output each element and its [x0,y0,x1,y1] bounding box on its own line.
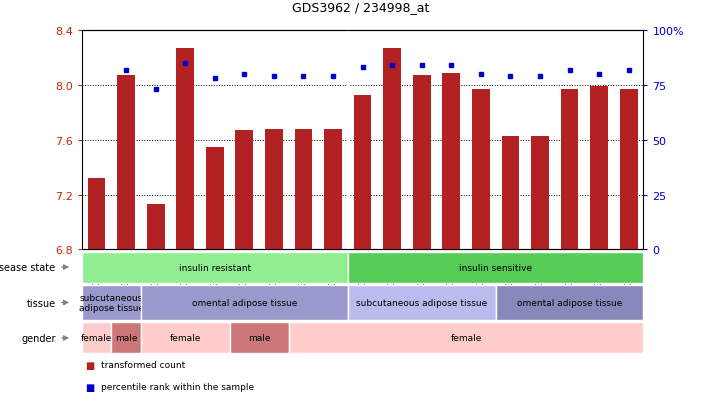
Text: female: female [81,334,112,343]
Bar [590,87,608,250]
Bar [354,95,371,250]
Text: subcutaneous adipose tissue: subcutaneous adipose tissue [356,298,487,307]
Text: percentile rank within the sample: percentile rank within the sample [101,382,254,392]
Bar [620,90,638,250]
Bar [472,90,490,250]
Text: insulin sensitive: insulin sensitive [459,263,533,272]
Text: ■: ■ [85,360,95,370]
Bar [324,129,342,250]
Bar [265,129,283,250]
Bar [501,136,519,250]
Text: disease state: disease state [0,262,55,273]
Text: female: female [169,334,201,343]
Text: female: female [450,334,482,343]
Bar [442,74,460,250]
Bar [383,49,401,250]
Text: omental adipose tissue: omental adipose tissue [192,298,297,307]
Bar [206,147,224,250]
Text: male: male [248,334,270,343]
Bar [531,136,549,250]
Text: tissue: tissue [26,298,55,308]
Text: omental adipose tissue: omental adipose tissue [517,298,622,307]
Text: ■: ■ [85,382,95,392]
Bar [176,49,194,250]
Text: male: male [115,334,137,343]
Bar [413,76,431,250]
Bar [294,129,312,250]
Bar [561,90,579,250]
Text: insulin resistant: insulin resistant [178,263,251,272]
Text: subcutaneous
adipose tissue: subcutaneous adipose tissue [79,293,144,313]
Text: GDS3962 / 234998_at: GDS3962 / 234998_at [292,2,429,14]
Bar [87,179,105,250]
Bar [117,76,135,250]
Bar [146,205,164,250]
Text: gender: gender [21,333,55,343]
Text: transformed count: transformed count [101,360,185,369]
Bar [235,131,253,250]
